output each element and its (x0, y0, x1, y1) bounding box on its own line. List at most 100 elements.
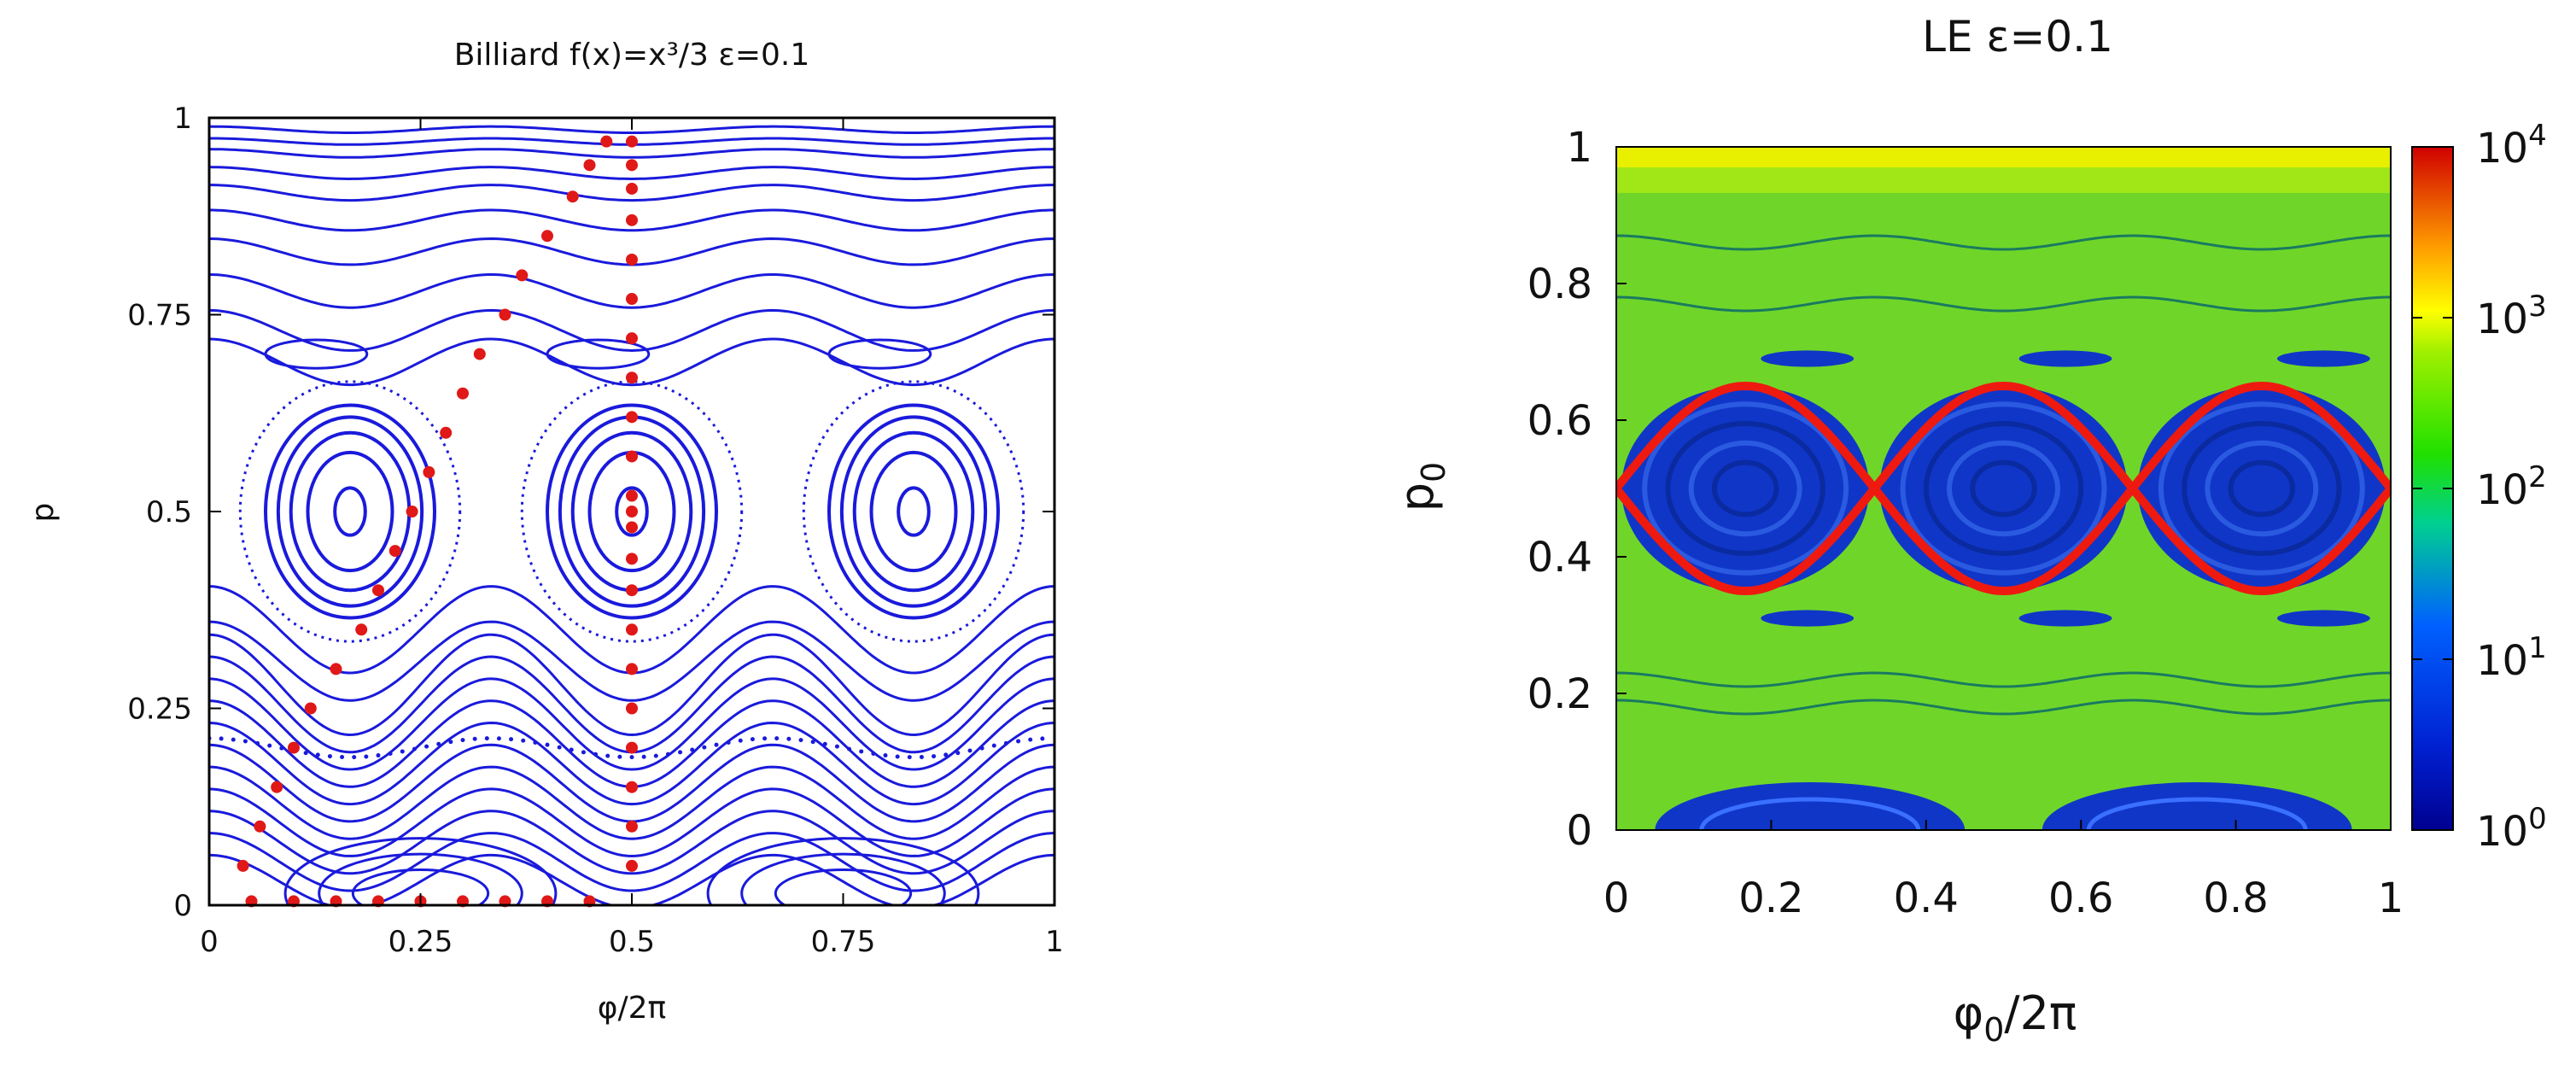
chain-point (678, 750, 683, 755)
separatrix (1616, 482, 2391, 596)
chain-point (967, 748, 973, 753)
chain-point (665, 751, 670, 757)
highlight-point (254, 820, 266, 833)
island-orbit (706, 837, 980, 905)
heatmap-line (1616, 295, 2391, 313)
colorbar-tick-label: 102 (2476, 460, 2547, 514)
chain-point (267, 743, 272, 748)
heatmap-island (1970, 459, 2037, 518)
chain-point (690, 747, 695, 752)
highlight-point (626, 820, 638, 833)
invariant-curve (209, 677, 1054, 771)
y-tick-label: 0.2 (1527, 670, 1592, 718)
chain-point (352, 755, 357, 760)
chain-point (412, 746, 417, 751)
heatmap-line (1616, 671, 2391, 688)
heatmap-island (1900, 401, 2107, 576)
chain-point (581, 750, 586, 755)
heatmap-island (2137, 386, 2386, 591)
highlight-point (355, 623, 368, 636)
chain-point (810, 740, 815, 745)
highlight-point (583, 159, 596, 172)
chain-point (315, 752, 320, 757)
highlight-point (626, 506, 638, 518)
chart2-ticks: 0 0.2 0.4 0.6 0.8 1 0 0.2 0.4 0.6 0.8 1 (1527, 124, 2404, 922)
y-tick-label: 0.6 (1527, 397, 1592, 445)
chain-point (617, 754, 622, 759)
chart2-heatmap (1616, 147, 2391, 830)
chain-point (593, 751, 599, 757)
chain-point (303, 751, 308, 756)
heatmap-island (1688, 440, 1802, 537)
heatmap-island (1642, 401, 1849, 576)
heatmap-island (2276, 610, 2370, 627)
highlight-point (330, 663, 342, 675)
island-orbit (276, 415, 424, 608)
chain-point (605, 753, 610, 758)
x-tick-label: 0.75 (811, 925, 876, 959)
chain-point (219, 736, 224, 741)
highlight-point (626, 741, 638, 754)
heatmap-island (2158, 401, 2365, 576)
le-chart: LE ε=0.1 0 0.2 0.4 0.6 0.8 1 0 0.2 0.4 0.6 0.8 1 p0… (1390, 12, 2547, 1049)
colorbar-tick-label: 104 (2476, 119, 2547, 173)
heatmap-island (1711, 459, 1779, 518)
invariant-curve (209, 273, 1054, 309)
chain-point (484, 736, 489, 741)
highlight-point (626, 781, 638, 793)
island-orbit (839, 415, 988, 608)
heatmap-island (1621, 386, 1870, 591)
chain-point (714, 742, 719, 747)
chart1-ticks: 0 0.25 0.5 0.75 1 0 0.25 0.5 0.75 1 (127, 102, 1064, 959)
invariant-curve (209, 125, 1054, 134)
highlight-point (626, 859, 638, 872)
chain-point (641, 754, 646, 759)
island-orbit (318, 852, 523, 905)
island-orbit (283, 837, 558, 905)
highlight-point (541, 230, 553, 243)
chart2-ylabel: p0 (1390, 462, 1452, 512)
chain-point (279, 746, 284, 751)
invariant-curve (209, 810, 1054, 875)
heatmap-island (1879, 386, 2128, 591)
island-orbit (897, 486, 931, 537)
highlight-point (499, 308, 511, 321)
chart2-frame (1615, 146, 2392, 831)
highlight-point (626, 411, 638, 424)
invariant-curve (209, 633, 1054, 737)
heatmap-island (2042, 782, 2352, 830)
y-tick-label: 1 (1566, 124, 1592, 172)
heatmap-band (1616, 167, 2391, 193)
chain-point (569, 747, 574, 752)
invariant-curve (209, 787, 1054, 858)
heatmap-island (1923, 421, 2084, 556)
invariant-curve (209, 337, 1054, 387)
highlight-point (626, 159, 638, 172)
highlight-point (626, 489, 638, 502)
chain-point (1028, 737, 1033, 742)
x-tick-label: 0.5 (609, 925, 655, 959)
chain-point (774, 736, 780, 741)
invariant-curve (209, 620, 1054, 702)
highlight-point (626, 702, 638, 715)
highlight-point (566, 190, 579, 203)
island-orbit (546, 338, 651, 370)
chain-point (1003, 740, 1008, 746)
chain-point (750, 737, 755, 742)
chain-point (327, 754, 332, 759)
chart1-title: Billiard f(x)=x³/3 ε=0.1 (454, 38, 810, 73)
x-tick-label: 0.8 (2203, 874, 2268, 922)
highlight-point (626, 135, 638, 148)
heatmap-island (1947, 440, 2060, 537)
y-tick-label: 0.5 (146, 495, 192, 529)
y-tick-label: 0.8 (1527, 260, 1592, 308)
highlight-point (516, 269, 529, 282)
x-tick-label: 0.4 (1894, 874, 1959, 922)
chain-point (1016, 739, 1021, 744)
highlight-point (626, 332, 638, 345)
highlight-point (388, 545, 401, 558)
heatmap-island (2276, 350, 2370, 367)
y-tick-label: 0 (173, 889, 192, 923)
highlight-point (626, 293, 638, 306)
x-tick-label: 0 (1603, 874, 1630, 922)
